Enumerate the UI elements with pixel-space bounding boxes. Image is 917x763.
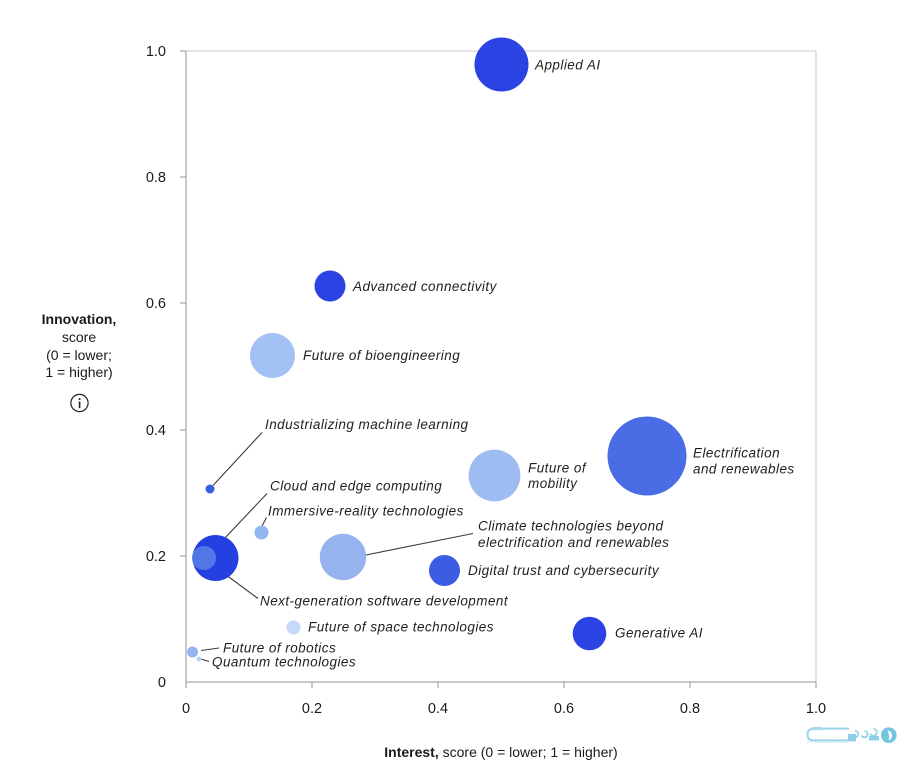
svg-text:0: 0 xyxy=(158,675,166,691)
svg-text:1.0: 1.0 xyxy=(146,44,166,60)
svg-text:Advanced connectivity: Advanced connectivity xyxy=(352,279,498,294)
svg-text:0.6: 0.6 xyxy=(146,296,166,312)
svg-text:Climate technologies beyond: Climate technologies beyond xyxy=(478,519,664,534)
svg-text:0.2: 0.2 xyxy=(146,549,166,565)
svg-text:Digital trust and cybersecurit: Digital trust and cybersecurity xyxy=(468,563,660,578)
svg-text:Immersive-reality technologies: Immersive-reality technologies xyxy=(268,504,464,519)
svg-text:0.4: 0.4 xyxy=(146,423,166,439)
svg-text:0.4: 0.4 xyxy=(428,701,448,717)
svg-text:score: score xyxy=(62,329,96,345)
svg-text:0.2: 0.2 xyxy=(302,701,322,717)
svg-text:(0 = lower;: (0 = lower; xyxy=(46,347,112,363)
svg-text:electrification and renewables: electrification and renewables xyxy=(478,535,669,550)
svg-text:0.8: 0.8 xyxy=(680,701,700,717)
svg-text:Electrification: Electrification xyxy=(693,446,780,461)
svg-text:Future of space technologies: Future of space technologies xyxy=(308,620,494,635)
svg-text:Cloud and edge computing: Cloud and edge computing xyxy=(270,479,442,494)
svg-text:Applied AI: Applied AI xyxy=(534,58,601,73)
svg-text:mobility: mobility xyxy=(528,476,578,491)
svg-text:Future of robotics: Future of robotics xyxy=(223,641,336,656)
svg-text:1 = higher): 1 = higher) xyxy=(45,364,112,380)
svg-text:Quantum technologies: Quantum technologies xyxy=(212,655,356,670)
svg-text:Future of bioengineering: Future of bioengineering xyxy=(303,348,460,363)
svg-text:Innovation,: Innovation, xyxy=(42,311,117,327)
svg-text:0: 0 xyxy=(182,701,190,717)
svg-text:1.0: 1.0 xyxy=(806,701,826,717)
svg-text:and renewables: and renewables xyxy=(693,462,795,477)
svg-text:Industrializing machine learni: Industrializing machine learning xyxy=(265,417,469,432)
svg-text:Generative AI: Generative AI xyxy=(615,626,703,641)
svg-text:Interest, score (0 = lower; 1: Interest, score (0 = lower; 1 = higher) xyxy=(384,744,617,760)
svg-text:Next-generation software devel: Next-generation software development xyxy=(260,594,509,609)
svg-text:Future of: Future of xyxy=(528,461,587,476)
svg-text:0.8: 0.8 xyxy=(146,170,166,186)
svg-text:0.6: 0.6 xyxy=(554,701,574,717)
